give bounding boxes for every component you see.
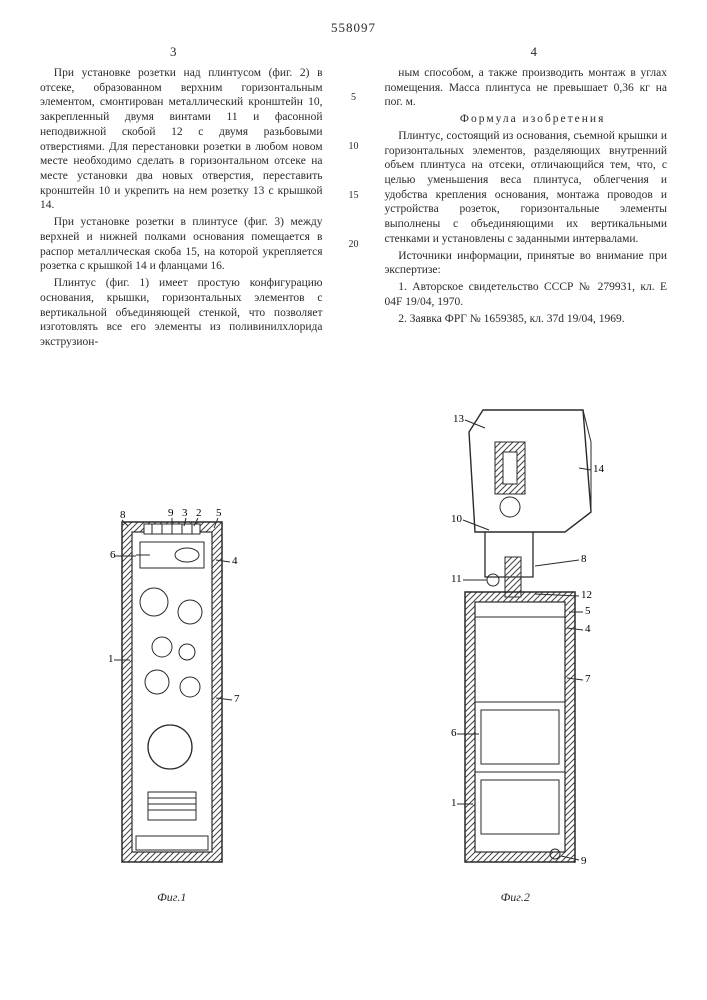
fig2-caption: Фиг.2: [501, 890, 530, 905]
right-p5: 2. Заявка ФРГ № 1659385, кл. 37d 19/04, …: [385, 312, 668, 327]
fig1-label-8: 8: [120, 509, 126, 521]
page-number-row: 3 4: [40, 44, 667, 60]
line-number-gutter: 5 10 15 20: [345, 66, 363, 352]
right-column: ным способом, а также производить монтаж…: [385, 66, 668, 352]
formula-title: Формула изобретения: [385, 112, 668, 127]
fig2-label-13: 13: [453, 413, 465, 425]
fig1-label-5: 5: [216, 507, 222, 519]
line-num: 20: [349, 239, 359, 250]
fig2-label-11: 11: [451, 573, 462, 585]
page-num-right: 4: [531, 44, 538, 60]
fig1-label-7: 7: [234, 693, 240, 705]
right-p2: Плинтус, состоящий из основания, съемной…: [385, 129, 668, 247]
right-p3: Источники информации, принятые во вниман…: [385, 249, 668, 278]
fig2-label-8: 8: [581, 553, 587, 565]
fig1-label-3: 3: [182, 507, 188, 519]
figure-2: 13 14 10 8 11 12 5 4 7 6 1: [415, 402, 615, 905]
fig1-label-1: 1: [108, 653, 114, 665]
left-p3: Плинтус (фиг. 1) имеет простую конфигура…: [40, 276, 323, 350]
fig2-label-7: 7: [585, 673, 591, 685]
fig2-label-1: 1: [451, 797, 457, 809]
fig2-label-14: 14: [593, 463, 605, 475]
fig1-caption: Фиг.1: [157, 890, 186, 905]
right-p4: 1. Авторское свидетельство СССР № 279931…: [385, 280, 668, 309]
fig1-label-2: 2: [196, 507, 202, 519]
fig2-label-6: 6: [451, 727, 457, 739]
fig2-label-12: 12: [581, 589, 592, 601]
fig1-svg: 8 9 3 2 5 6 4 1 7: [92, 502, 252, 882]
figure-1: 8 9 3 2 5 6 4 1 7 Фиг.1: [92, 502, 252, 905]
left-column: При установке розетки над плинтусом (фиг…: [40, 66, 323, 352]
fig2-svg: 13 14 10 8 11 12 5 4 7 6 1: [415, 402, 615, 882]
fig2-label-9: 9: [581, 855, 587, 867]
left-p1: При установке розетки над плинтусом (фиг…: [40, 66, 323, 213]
fig2-label-5: 5: [585, 605, 591, 617]
left-p2: При установке розетки в плинтусе (фиг. 3…: [40, 215, 323, 274]
page-num-left: 3: [170, 44, 177, 60]
fig2-label-10: 10: [451, 513, 463, 525]
line-num: 15: [349, 190, 359, 201]
fig1-label-9: 9: [168, 507, 174, 519]
patent-number: 558097: [40, 20, 667, 36]
line-num: 10: [349, 141, 359, 152]
fig1-label-4: 4: [232, 555, 238, 567]
right-p1: ным способом, а также производить монтаж…: [385, 66, 668, 110]
fig2-label-4: 4: [585, 623, 591, 635]
fig1-label-6: 6: [110, 549, 116, 561]
line-num: 5: [351, 92, 356, 103]
